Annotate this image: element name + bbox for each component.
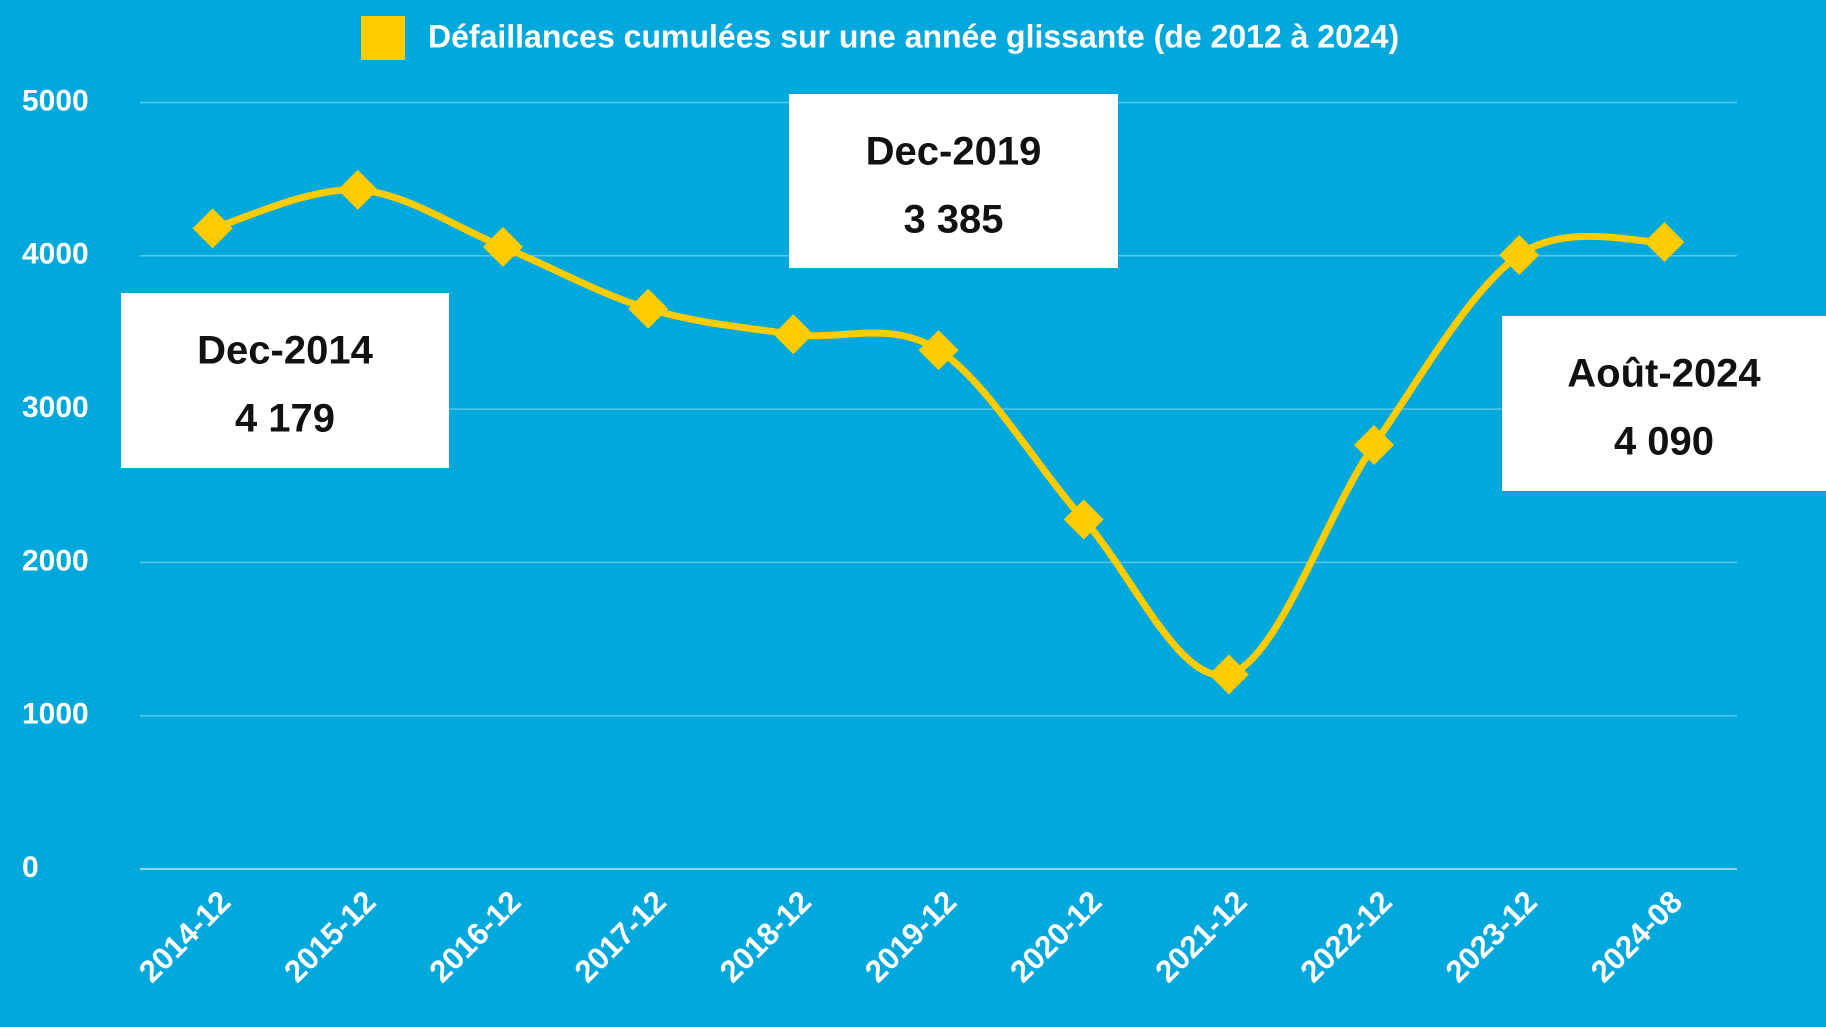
x-tick-label: 2019-12 [858, 884, 963, 989]
marker [918, 330, 959, 371]
marker [1644, 222, 1685, 263]
annotation-text: Dec-2019 [866, 130, 1042, 174]
marker [337, 169, 378, 210]
x-tick-label: 2024-08 [1584, 884, 1689, 989]
y-tick-label: 0 [22, 851, 39, 884]
x-tick-label: 2014-12 [132, 884, 237, 989]
annotation-text: 3 385 [903, 198, 1003, 242]
x-tick-label: 2017-12 [568, 884, 673, 989]
series-line [211, 186, 1665, 679]
marker [1208, 654, 1249, 695]
marker [482, 226, 523, 267]
annotation-box [1502, 316, 1826, 491]
marker [628, 288, 669, 329]
y-tick-label: 1000 [22, 698, 89, 731]
legend-label: Défaillances cumulées sur une année glis… [428, 18, 1399, 54]
x-tick-label: 2018-12 [713, 884, 818, 989]
x-tick-label: 2020-12 [1003, 884, 1108, 989]
annotation-text: Août-2024 [1567, 352, 1761, 396]
annotation-box [121, 293, 449, 468]
y-tick-label: 4000 [22, 238, 89, 271]
y-tick-label: 3000 [22, 391, 89, 424]
annotation-text: 4 090 [1614, 420, 1714, 464]
x-tick-label: 2023-12 [1439, 884, 1544, 989]
marker [773, 314, 814, 355]
marker [192, 208, 233, 249]
x-tick-label: 2021-12 [1148, 884, 1253, 989]
marker [1354, 424, 1395, 465]
marker [1063, 499, 1104, 540]
annotation-box [789, 94, 1118, 268]
annotation-text: 4 179 [235, 397, 335, 441]
y-tick-label: 2000 [22, 544, 89, 577]
annotation-text: Dec-2014 [197, 329, 373, 373]
y-tick-label: 5000 [22, 84, 89, 117]
x-tick-label: 2016-12 [422, 884, 527, 989]
x-tick-label: 2015-12 [277, 884, 382, 989]
legend-swatch [361, 16, 405, 60]
marker [1499, 235, 1540, 276]
x-tick-label: 2022-12 [1294, 884, 1399, 989]
